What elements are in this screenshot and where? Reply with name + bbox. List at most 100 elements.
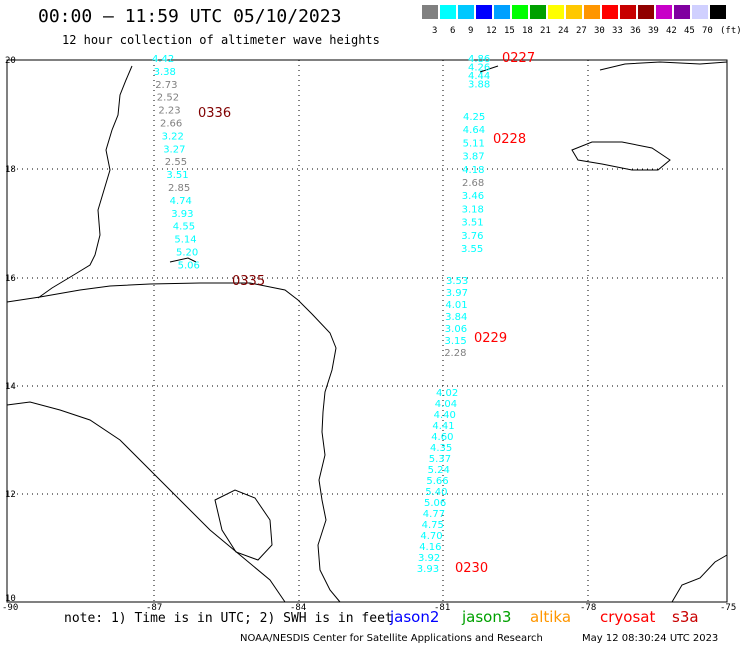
latitude-label: 12 — [5, 490, 16, 500]
wave-height-value: 4.25 — [463, 112, 485, 123]
wave-height-value: 3.55 — [461, 244, 483, 255]
satellite-legend-item: altika — [530, 608, 572, 626]
wave-height-value: 3.46 — [462, 191, 484, 202]
wave-height-value: 4.02 — [436, 388, 458, 399]
lake-nicaragua — [214, 489, 273, 561]
wave-height-value: 4.77 — [423, 509, 445, 520]
jamaica — [571, 141, 671, 171]
colorbar-label: 45 — [684, 26, 695, 36]
wave-height-value: 2.23 — [158, 106, 180, 117]
wave-height-value: 2.28 — [444, 348, 466, 359]
colorbar-label: 21 — [540, 26, 551, 36]
wave-height-value: 3.93 — [417, 564, 439, 575]
colorbar-label: 24 — [558, 26, 569, 36]
wave-height-value: 4.60 — [431, 432, 453, 443]
pass-time-label: 0229 — [474, 331, 507, 346]
wave-height-value: 2.73 — [155, 80, 177, 91]
footer-note: note: 1) Time is in UTC; 2) SWH is in fe… — [64, 611, 393, 626]
wave-height-value: 5.06 — [424, 498, 446, 509]
wave-height-value: 3.06 — [445, 324, 467, 335]
wave-height-value: 3.87 — [462, 152, 484, 163]
map-title: 00:00 – 11:59 UTC 05/10/2023 — [38, 6, 342, 27]
wave-height-value: 4.35 — [430, 443, 452, 454]
wave-height-value: 4.40 — [434, 410, 456, 421]
wave-height-value: 3.88 — [468, 80, 490, 91]
colorbar-swatch — [692, 5, 708, 19]
latitude-label: 14 — [5, 382, 16, 392]
wave-height-value: 3.51 — [461, 218, 483, 229]
wave-height-value: 2.52 — [157, 93, 179, 104]
colorbar-label: 39 — [648, 26, 659, 36]
credit-line: NOAA/NESDIS Center for Satellite Applica… — [240, 633, 543, 644]
colorbar-label: 15 — [504, 26, 515, 36]
colorbar-label: 27 — [576, 26, 587, 36]
colorbar-swatch — [602, 5, 618, 19]
swan-islands — [169, 257, 197, 263]
wave-height-value: 5.14 — [174, 235, 196, 246]
honduras-inland — [6, 401, 286, 603]
wave-height-value: 5.37 — [429, 454, 451, 465]
pass-time-label: 0336 — [198, 106, 231, 121]
wave-height-value: 3.76 — [461, 231, 483, 242]
wave-height-value: 5.20 — [176, 248, 198, 259]
wave-height-value: 3.18 — [462, 204, 484, 215]
longitude-label: -90 — [2, 603, 19, 613]
coastlines — [6, 61, 728, 603]
wave-height-value: 3.53 — [446, 276, 468, 287]
colorbar-label: 36 — [630, 26, 641, 36]
wave-height-value: 4.75 — [422, 520, 444, 531]
wave-height-value: 3.15 — [445, 336, 467, 347]
map-subtitle: 12 hour collection of altimeter wave hei… — [62, 33, 380, 47]
colorbar-swatch — [548, 5, 564, 19]
wave-height-value: 4.55 — [173, 222, 195, 233]
pass-time-label: 0335 — [232, 274, 265, 289]
satellite-legend-item: s3a — [672, 608, 699, 626]
colorbar-swatch — [566, 5, 582, 19]
colorbar-swatch — [584, 5, 600, 19]
colorbar-swatch — [422, 5, 438, 19]
map-frame — [6, 59, 728, 603]
latitude-label: 18 — [5, 165, 16, 175]
wave-height-value: 4.44 — [468, 71, 490, 82]
colorbar-swatch — [512, 5, 528, 19]
colorbar-label: 18 — [522, 26, 533, 36]
satellite-legend-item: jason3 — [462, 608, 512, 626]
wave-height-value: 3.51 — [166, 170, 188, 181]
wave-height-value: 5.24 — [428, 465, 450, 476]
wave-height-value: 2.85 — [168, 183, 190, 194]
wave-height-value: 3.22 — [162, 131, 184, 142]
wave-height-value: 5.06 — [178, 260, 200, 271]
colorbar-swatch — [674, 5, 690, 19]
wave-height-value: 5.66 — [426, 476, 448, 487]
wave-height-value: 4.42 — [152, 54, 174, 65]
wave-height-value: 4.01 — [445, 300, 467, 311]
wave-height-value: 4.41 — [432, 421, 454, 432]
generated-timestamp: May 12 08:30:24 UTC 2023 — [582, 633, 719, 644]
wave-height-value: 3.27 — [163, 144, 185, 155]
wave-height-value: 3.97 — [446, 288, 468, 299]
wave-height-value: 4.64 — [463, 125, 485, 136]
colorbar-swatch — [638, 5, 654, 19]
colorbar-label: 9 — [468, 26, 474, 36]
wave-height-value: 4.74 — [170, 196, 192, 207]
colorbar-swatch — [476, 5, 492, 19]
colorbar-label: 6 — [450, 26, 456, 36]
wave-height-value: 5.40 — [425, 487, 447, 498]
pass-time-label: 0227 — [502, 51, 535, 66]
wave-height-value: 4.70 — [420, 531, 442, 542]
wave-height-value: 4.18 — [462, 165, 484, 176]
wave-height-value: 2.68 — [462, 178, 484, 189]
yucatan-coast — [6, 282, 341, 603]
colorbar-swatch — [494, 5, 510, 19]
longitude-label: -81 — [434, 603, 451, 613]
wave-height-value: 3.84 — [445, 312, 467, 323]
wave-height-value: 2.55 — [165, 157, 187, 168]
colorbar-label: (ft) — [720, 26, 740, 36]
wave-height-value: 4.04 — [435, 399, 457, 410]
satellite-legend-item: cryosat — [600, 608, 656, 626]
colorbar-swatch — [656, 5, 672, 19]
belize-coast — [37, 65, 133, 299]
pass-time-label: 0228 — [493, 132, 526, 147]
wave-height-value: 4.86 — [468, 54, 490, 65]
